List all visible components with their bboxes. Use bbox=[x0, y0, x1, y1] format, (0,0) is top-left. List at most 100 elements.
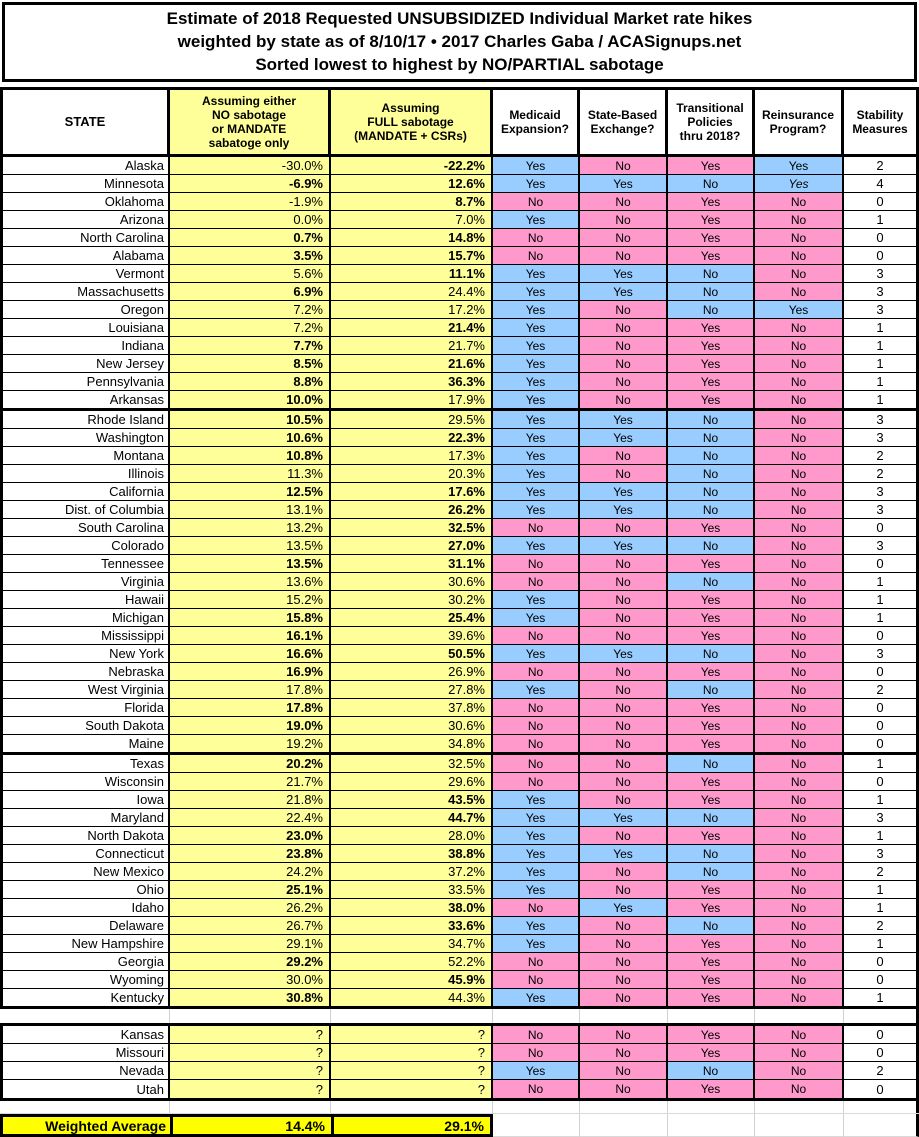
full-sabotage-cell: 17.6% bbox=[331, 483, 493, 500]
transitional-cell: Yes bbox=[668, 881, 755, 898]
table-row: Colorado 13.5% 27.0% Yes Yes No No 3 bbox=[0, 537, 919, 555]
table-row: Wyoming 30.0% 45.9% No No Yes No 0 bbox=[0, 971, 919, 989]
header-row: STATE Assuming either NO sabotage or MAN… bbox=[0, 87, 919, 157]
transitional-cell: Yes bbox=[668, 337, 755, 354]
state-cell: Kentucky bbox=[0, 989, 170, 1006]
table-row: Idaho 26.2% 38.0% No Yes Yes No 1 bbox=[0, 899, 919, 917]
no-sabotage-cell: 7.2% bbox=[170, 301, 331, 318]
exchange-cell: No bbox=[580, 863, 668, 880]
reinsurance-cell: No bbox=[755, 645, 844, 662]
gridline-cell bbox=[170, 1009, 331, 1023]
medicaid-cell: Yes bbox=[493, 989, 580, 1006]
no-sabotage-cell: 29.2% bbox=[170, 953, 331, 970]
transitional-cell: Yes bbox=[668, 663, 755, 680]
stability-cell: 2 bbox=[844, 681, 919, 698]
full-sabotage-cell: 30.6% bbox=[331, 573, 493, 590]
state-cell: Arkansas bbox=[0, 391, 170, 408]
stability-cell: 3 bbox=[844, 265, 919, 282]
transitional-cell: Yes bbox=[668, 735, 755, 752]
full-sabotage-cell: 38.0% bbox=[331, 899, 493, 916]
table-row: Alabama 3.5% 15.7% No No Yes No 0 bbox=[0, 247, 919, 265]
exchange-cell: No bbox=[580, 157, 668, 174]
no-sabotage-cell: 10.6% bbox=[170, 429, 331, 446]
full-sabotage-cell: 14.8% bbox=[331, 229, 493, 246]
state-cell: Colorado bbox=[0, 537, 170, 554]
no-sabotage-cell: -1.9% bbox=[170, 193, 331, 210]
exchange-cell: No bbox=[580, 917, 668, 934]
state-cell: Connecticut bbox=[0, 845, 170, 862]
full-sabotage-cell: 39.6% bbox=[331, 627, 493, 644]
stability-cell: 3 bbox=[844, 283, 919, 300]
state-cell: Alaska bbox=[0, 157, 170, 174]
no-sabotage-cell: 16.9% bbox=[170, 663, 331, 680]
reinsurance-cell: No bbox=[755, 863, 844, 880]
transitional-cell: Yes bbox=[668, 211, 755, 228]
reinsurance-cell: No bbox=[755, 229, 844, 246]
transitional-cell: Yes bbox=[668, 1026, 755, 1043]
reinsurance-cell: No bbox=[755, 483, 844, 500]
reinsurance-cell: No bbox=[755, 971, 844, 988]
reinsurance-cell: No bbox=[755, 591, 844, 608]
medicaid-cell: No bbox=[493, 193, 580, 210]
transitional-cell: No bbox=[668, 265, 755, 282]
table-row: Alaska -30.0% -22.2% Yes No Yes Yes 2 bbox=[0, 157, 919, 175]
exchange-cell: Yes bbox=[580, 175, 668, 192]
transitional-cell: No bbox=[668, 755, 755, 772]
gridline-cell bbox=[493, 1009, 580, 1023]
table-row: Minnesota -6.9% 12.6% Yes Yes No Yes 4 bbox=[0, 175, 919, 193]
state-cell: New Jersey bbox=[0, 355, 170, 372]
exchange-cell: Yes bbox=[580, 283, 668, 300]
no-sabotage-cell: 23.0% bbox=[170, 827, 331, 844]
transitional-cell: Yes bbox=[668, 519, 755, 536]
stability-cell: 3 bbox=[844, 483, 919, 500]
no-sabotage-cell: 21.8% bbox=[170, 791, 331, 808]
medicaid-cell: No bbox=[493, 971, 580, 988]
reinsurance-cell: No bbox=[755, 447, 844, 464]
table-row: Pennsylvania 8.8% 36.3% Yes No Yes No 1 bbox=[0, 373, 919, 391]
stability-cell: 3 bbox=[844, 301, 919, 318]
transitional-cell: No bbox=[668, 283, 755, 300]
stability-cell: 2 bbox=[844, 465, 919, 482]
transitional-cell: Yes bbox=[668, 699, 755, 716]
full-sabotage-cell: 32.5% bbox=[331, 755, 493, 772]
table-row: Mississippi 16.1% 39.6% No No Yes No 0 bbox=[0, 627, 919, 645]
no-sabotage-cell: 5.6% bbox=[170, 265, 331, 282]
exchange-cell: No bbox=[580, 971, 668, 988]
transitional-cell: Yes bbox=[668, 627, 755, 644]
state-cell: Illinois bbox=[0, 465, 170, 482]
transitional-cell: Yes bbox=[668, 1080, 755, 1098]
medicaid-cell: Yes bbox=[493, 483, 580, 500]
full-sabotage-cell: 17.9% bbox=[331, 391, 493, 408]
reinsurance-cell: No bbox=[755, 755, 844, 772]
exchange-cell: Yes bbox=[580, 429, 668, 446]
state-cell: North Dakota bbox=[0, 827, 170, 844]
medicaid-cell: No bbox=[493, 773, 580, 790]
stability-cell: 1 bbox=[844, 337, 919, 354]
title-box: Estimate of 2018 Requested UNSUBSIDIZED … bbox=[2, 2, 917, 82]
medicaid-cell: Yes bbox=[493, 283, 580, 300]
full-sabotage-cell: 30.2% bbox=[331, 591, 493, 608]
stability-cell: 0 bbox=[844, 555, 919, 572]
table-row: Nebraska 16.9% 26.9% No No Yes No 0 bbox=[0, 663, 919, 681]
exchange-cell: No bbox=[580, 773, 668, 790]
state-cell: Delaware bbox=[0, 917, 170, 934]
medicaid-cell: Yes bbox=[493, 373, 580, 390]
stability-cell: 3 bbox=[844, 501, 919, 518]
transitional-cell: Yes bbox=[668, 989, 755, 1006]
empty-cell bbox=[580, 1114, 668, 1137]
no-sabotage-cell: 15.8% bbox=[170, 609, 331, 626]
full-sabotage-cell: 27.8% bbox=[331, 681, 493, 698]
no-sabotage-cell: 0.7% bbox=[170, 229, 331, 246]
gridline-cell bbox=[580, 1101, 668, 1113]
table-row: Delaware 26.7% 33.6% Yes No No No 2 bbox=[0, 917, 919, 935]
reinsurance-cell: Yes bbox=[755, 175, 844, 192]
transitional-cell: Yes bbox=[668, 319, 755, 336]
state-cell: Vermont bbox=[0, 265, 170, 282]
state-cell: Iowa bbox=[0, 791, 170, 808]
medicaid-cell: Yes bbox=[493, 645, 580, 662]
stability-cell: 0 bbox=[844, 953, 919, 970]
stability-cell: 1 bbox=[844, 989, 919, 1006]
state-cell: Nebraska bbox=[0, 663, 170, 680]
exchange-cell: No bbox=[580, 699, 668, 716]
weighted-average-no-sabotage: 14.4% bbox=[170, 1114, 331, 1137]
